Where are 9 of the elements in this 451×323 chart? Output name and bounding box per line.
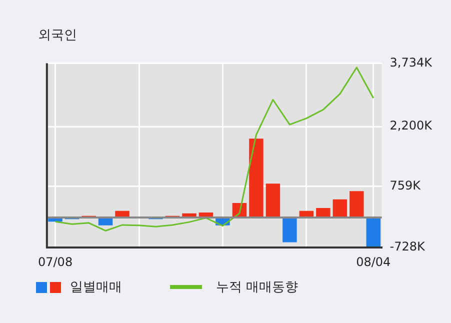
legend-label: 누적 매매동향 bbox=[216, 279, 298, 296]
legend-label: 일별매매 bbox=[70, 279, 122, 296]
y-tick-label: 3,734K bbox=[390, 55, 434, 70]
chart-title: 외국인 bbox=[38, 27, 77, 44]
y-tick-label: 2,200K bbox=[390, 118, 434, 133]
y-tick-label: 759K bbox=[390, 178, 422, 192]
y-tick-label: -728K bbox=[390, 240, 426, 254]
x-tick-label: 08/04 bbox=[356, 254, 391, 269]
x-tick-label: 07/08 bbox=[38, 254, 73, 269]
